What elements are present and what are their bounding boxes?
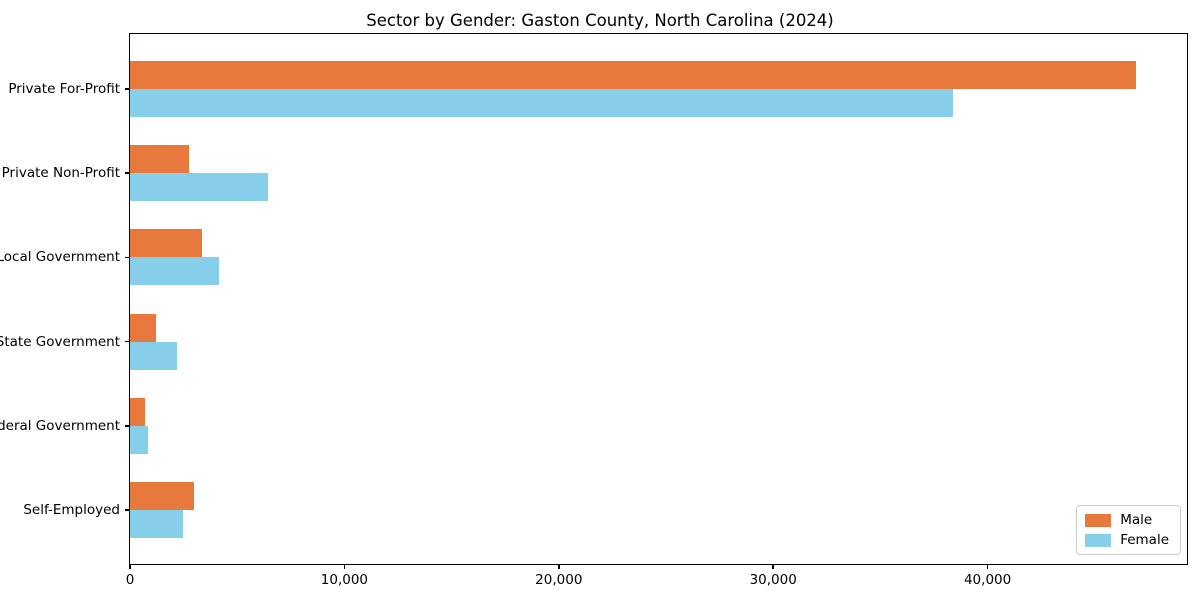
x-axis-label-2: 20,000 — [535, 572, 583, 588]
bar-male-self-employed — [130, 482, 195, 510]
bar-male-federal-government — [130, 397, 145, 426]
y-axis-label-private-for-profit: Private For-Profit — [8, 81, 120, 97]
y-axis-label-private-non-profit: Private Non-Profit — [1, 165, 120, 182]
legend-item-female: Female — [1085, 533, 1169, 547]
male-swatch — [1085, 513, 1112, 527]
bar-male-state-government — [130, 313, 156, 342]
legend-item-male: Male — [1085, 513, 1169, 527]
x-axis-tick — [129, 564, 131, 569]
y-axis-label-federal-government: Federal Government — [0, 417, 120, 434]
y-axis-tick — [125, 340, 130, 343]
bar-female-local-government — [130, 257, 219, 286]
bar-male-private-non-profit — [130, 145, 189, 174]
x-axis-label-0: 0 — [125, 572, 135, 588]
legend: Male Female — [1076, 505, 1181, 555]
y-axis-label-state-government: State Government — [0, 333, 120, 350]
legend-label-female: Female — [1120, 532, 1169, 548]
y-axis-tick — [125, 425, 130, 427]
y-axis-tick — [125, 509, 130, 511]
x-axis-tick — [343, 564, 346, 569]
y-axis-tick — [125, 256, 130, 259]
x-axis-label-4: 40,000 — [963, 572, 1012, 588]
y-axis-label-self-employed: Self-Employed — [23, 502, 120, 518]
bar-female-state-government — [130, 341, 178, 370]
bar-female-self-employed — [130, 510, 183, 538]
x-axis-tick — [986, 564, 989, 569]
x-axis-tick — [772, 564, 774, 569]
x-axis-label-3: 30,000 — [749, 572, 797, 588]
x-axis-tick — [558, 564, 560, 569]
bar-female-private-non-profit — [130, 173, 269, 202]
bar-male-local-government — [130, 229, 202, 258]
x-axis-label-1: 10,000 — [320, 572, 369, 588]
legend-label-male: Male — [1120, 512, 1153, 528]
plot-area: Male Female Private For-Profit Private No… — [0, 33, 1188, 588]
bar-female-private-for-profit — [130, 89, 954, 117]
y-axis-tick — [125, 172, 130, 174]
y-axis-tick — [125, 88, 130, 90]
female-swatch — [1085, 533, 1112, 547]
bar-female-federal-government — [130, 425, 149, 454]
y-axis-label-local-government: Local Government — [0, 249, 120, 266]
bar-male-private-for-profit — [130, 61, 1136, 89]
chart-title: Sector by Gender: Gaston County, North C… — [366, 11, 834, 30]
